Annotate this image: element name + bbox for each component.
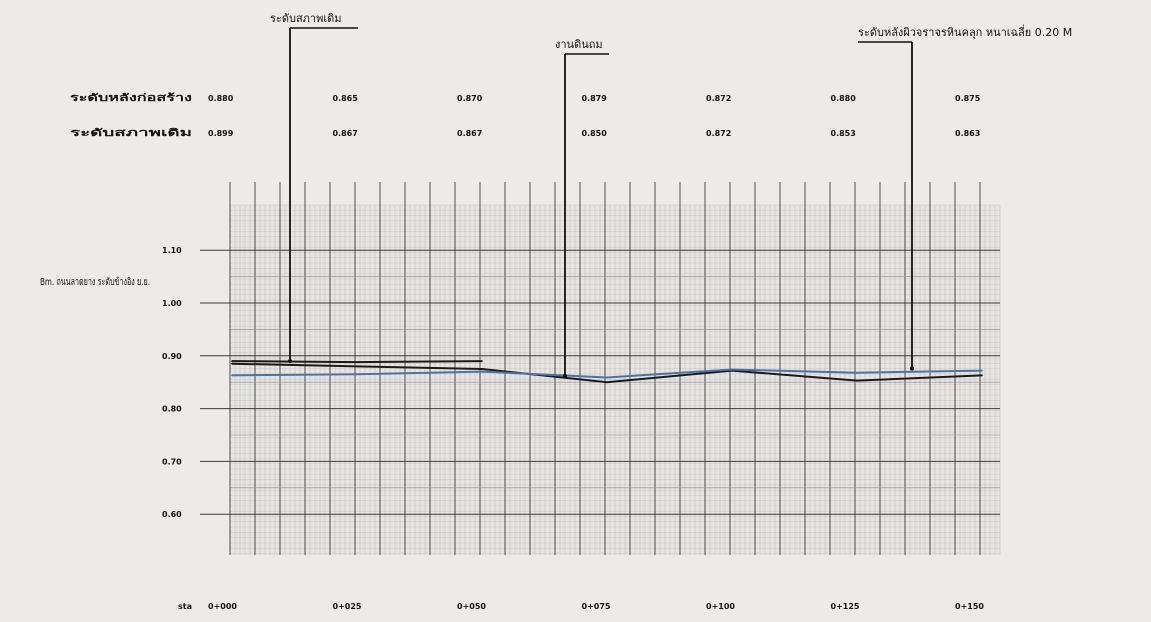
grid	[200, 182, 1001, 555]
annotation-label: ระดับหลังผิวจราจรหินคลุก หนาเฉลี่ย 0.20 …	[858, 24, 1072, 39]
station-prefix: sta	[178, 602, 192, 611]
row-value: 0.853	[831, 129, 856, 138]
series-point	[356, 361, 358, 363]
row-value: 0.850	[582, 129, 608, 138]
y-axis-label-text: Bm. ถนนลาดยาง ระดับข้างอิง ย.ย.	[40, 276, 150, 288]
series-point	[481, 368, 483, 370]
series-point	[356, 365, 358, 368]
station-label: 0+100	[706, 602, 735, 611]
station-labels: sta 0+000 0+025 0+050 0+075 0+100 0+125 0+150	[178, 602, 984, 611]
y-tick-label: 0.80	[162, 405, 182, 414]
series-point	[481, 370, 483, 373]
station-label: 0+025	[333, 602, 362, 611]
row-value: 0.865	[333, 94, 359, 103]
station-label: 0+150	[955, 602, 984, 611]
row-value: 0.880	[208, 94, 234, 103]
series-point	[356, 373, 358, 376]
y-axis-label: Bm. ถนนลาดยาง ระดับข้างอิง ย.ย.	[40, 276, 150, 288]
station-label: 0+000	[208, 602, 237, 611]
row-value: 0.867	[333, 129, 358, 138]
row-value: 0.880	[831, 94, 857, 103]
row-value: 0.879	[582, 94, 608, 103]
station-label: 0+075	[582, 602, 611, 611]
y-tick-label: 0.90	[162, 352, 182, 361]
station-label: 0+050	[457, 602, 486, 611]
row-label: ระดับสภาพเดิม	[70, 127, 192, 139]
row-value: 0.872	[706, 94, 731, 103]
annotation-marker	[563, 373, 567, 378]
y-tick-label: 0.70	[162, 457, 182, 466]
row-value: 0.870	[457, 94, 483, 103]
series-point	[481, 360, 483, 362]
row-value: 0.863	[955, 129, 980, 138]
series-point	[981, 374, 983, 377]
level-rows: ระดับหลังก่อสร้าง 0.880 0.865 0.870 0.879 0.8…	[70, 92, 981, 139]
station-label: 0+125	[831, 602, 860, 611]
series-point	[856, 371, 858, 374]
annotation-label: ระดับสภาพเดิม	[270, 12, 342, 25]
series-point	[606, 376, 608, 379]
row-value: 0.872	[706, 129, 731, 138]
row-value: 0.867	[457, 129, 482, 138]
y-tick-label: 1.00	[162, 299, 182, 308]
series-point	[731, 368, 733, 371]
series-point	[231, 362, 233, 365]
series-lines	[231, 360, 983, 384]
row-value: 0.899	[208, 129, 234, 138]
series-point	[606, 381, 608, 384]
series-point	[231, 374, 233, 377]
row-label: ระดับหลังก่อสร้าง	[70, 92, 192, 104]
y-tick-label: 1.10	[162, 246, 182, 255]
row-value: 0.875	[955, 94, 981, 103]
y-axis: 1.10 1.00 0.90 0.80 0.70 0.60	[162, 246, 182, 519]
y-tick-label: 0.60	[162, 510, 182, 519]
annotation-marker	[910, 366, 914, 371]
annotation-marker	[288, 359, 292, 364]
series-point	[231, 360, 233, 362]
annotation-label: งานดินถม	[555, 38, 603, 51]
series-point	[981, 369, 983, 372]
series-point	[856, 379, 858, 382]
